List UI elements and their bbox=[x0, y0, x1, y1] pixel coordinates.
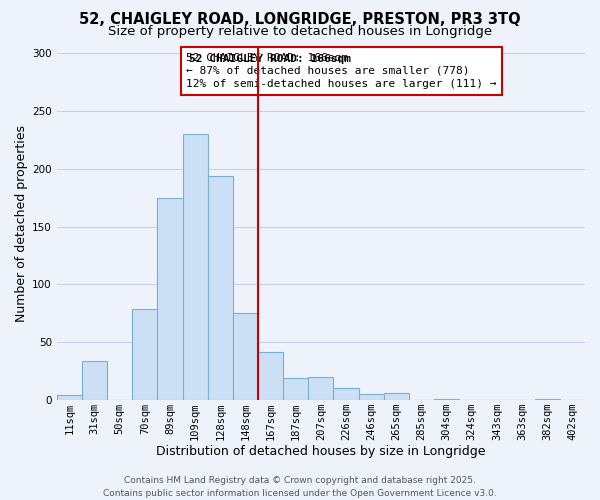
Bar bbox=[233, 314, 258, 400]
Bar bbox=[157, 198, 182, 400]
Bar bbox=[182, 134, 208, 400]
Bar bbox=[535, 399, 560, 400]
Text: Size of property relative to detached houses in Longridge: Size of property relative to detached ho… bbox=[108, 25, 492, 38]
Bar bbox=[308, 377, 334, 400]
Bar bbox=[208, 176, 233, 400]
Bar bbox=[82, 361, 107, 400]
X-axis label: Distribution of detached houses by size in Longridge: Distribution of detached houses by size … bbox=[156, 444, 485, 458]
Text: 52 CHAIGLEY ROAD: 166sqm
← 87% of detached houses are smaller (778)
12% of semi-: 52 CHAIGLEY ROAD: 166sqm ← 87% of detach… bbox=[186, 53, 497, 89]
Y-axis label: Number of detached properties: Number of detached properties bbox=[15, 126, 28, 322]
Text: 52, CHAIGLEY ROAD, LONGRIDGE, PRESTON, PR3 3TQ: 52, CHAIGLEY ROAD, LONGRIDGE, PRESTON, P… bbox=[79, 12, 521, 28]
Bar bbox=[57, 396, 82, 400]
Text: Contains HM Land Registry data © Crown copyright and database right 2025.
Contai: Contains HM Land Registry data © Crown c… bbox=[103, 476, 497, 498]
Bar bbox=[283, 378, 308, 400]
Bar bbox=[434, 399, 459, 400]
Text: 52 CHAIGLEY ROAD: 166sqm: 52 CHAIGLEY ROAD: 166sqm bbox=[189, 54, 351, 64]
Bar bbox=[132, 308, 157, 400]
Bar bbox=[359, 394, 384, 400]
Bar bbox=[258, 352, 283, 400]
Bar bbox=[334, 388, 359, 400]
Bar bbox=[384, 393, 409, 400]
